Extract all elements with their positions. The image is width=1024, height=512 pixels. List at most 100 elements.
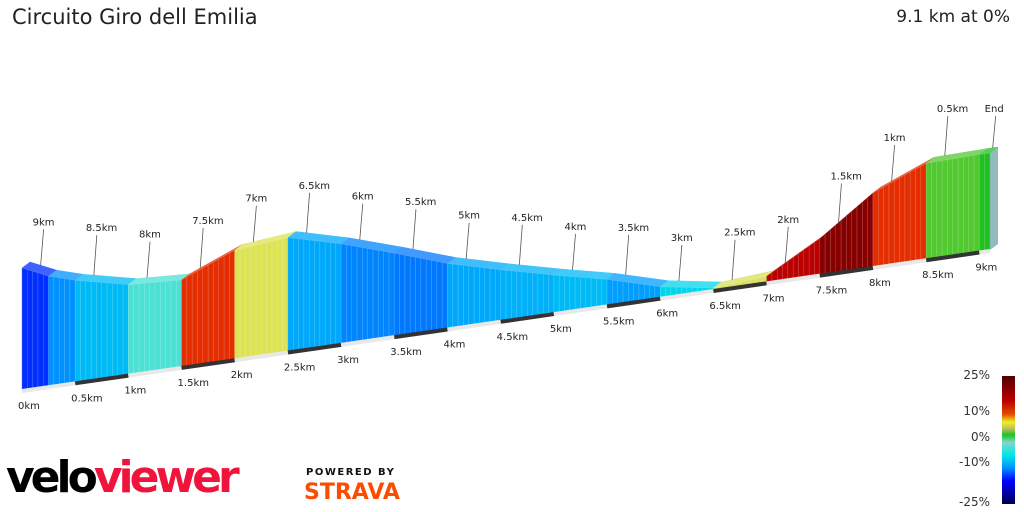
profile-front-segment [122,283,129,376]
profile-front-segment [968,155,975,254]
profile-front-segment [553,274,560,314]
profile-front-segment [824,229,831,275]
profile-front-segment [101,282,108,379]
front-distance-tick-label: 7km [763,293,785,304]
profile-front-segment [963,156,969,255]
profile-front-segment [500,269,507,322]
profile-end-face [990,147,998,250]
profile-front-segment [346,244,352,344]
profile-front-segment [590,277,597,308]
profile-front-segment [128,283,134,375]
profile-front-segment [394,252,400,337]
profile-front-segment [947,158,953,257]
profile-front-segment [835,219,842,273]
profile-front-segment [202,264,209,365]
profile-front-segment [979,153,985,252]
back-distance-tick-label: 8.5km [86,223,117,234]
profile-front-segment [32,270,39,389]
profile-front-segment [862,197,868,269]
route-summary: 9.1 km at 0% [896,7,1010,27]
profile-front-segment [399,253,406,336]
profile-front-segment [287,237,294,352]
profile-front-segment [580,277,586,310]
profile-front-segment [255,243,262,357]
profile-front-segment [941,159,948,258]
back-distance-tick-label: 5km [458,211,480,222]
distance-ruler-segment [21,381,76,393]
profile-front-segment [633,282,640,302]
legend-label-0: 0% [970,430,990,444]
profile-front-segment [96,281,102,380]
profile-front-segment [293,237,299,352]
back-tick-leader [678,244,683,281]
profile-front-segment [69,279,76,384]
profile-front-segment [894,177,900,265]
profile-front-segment [819,233,826,275]
profile-front-segment [798,249,805,278]
back-distance-tick-label: 7km [245,194,267,205]
profile-front-segment [473,266,480,325]
distance-ruler-segment [74,373,129,386]
profile-front-segment [543,273,549,315]
distance-ruler-segment [181,358,236,370]
profile-front-segment [181,276,188,368]
profile-front-segment [218,255,225,362]
back-tick-leader [412,209,417,250]
profile-front-segment [585,277,592,309]
profile-front-segment [27,269,33,390]
strava-logo: STRAVA [304,480,400,505]
legend-label-minus25: -25% [958,495,990,509]
back-distance-tick-label: 7.5km [192,216,223,227]
profile-front-segment [165,280,172,370]
back-tick-leader [838,183,842,224]
profile-front-segment [489,268,496,323]
profile-front-segment [452,263,459,328]
profile-front-segment [527,272,533,318]
front-distance-tick-label: 7.5km [816,286,847,297]
profile-front-segment [298,238,305,351]
distance-ruler-segment [447,319,501,332]
profile-front-segment [53,276,60,386]
profile-front-segment [335,242,342,345]
back-tick-leader [731,239,736,280]
distance-ruler-segment [234,350,289,363]
back-distance-tick-label: 6.5km [299,181,330,192]
distance-ruler-segment [819,265,874,278]
back-tick-leader [146,241,151,278]
back-tick-leader [518,224,523,265]
profile-front-segment [239,247,246,359]
profile-front-segment [176,279,182,368]
profile-front-segment [372,249,379,340]
profile-front-segment [245,246,251,358]
profile-front-segment [851,206,858,271]
back-distance-tick-label: 6km [352,192,374,203]
back-tick-leader [465,222,470,259]
profile-front-segment [505,270,512,321]
front-distance-tick-label: 5km [550,324,572,335]
back-distance-tick-label: 4.5km [511,213,542,224]
front-distance-tick-label: 6.5km [709,301,740,312]
profile-front-segment [803,245,810,278]
profile-front-segment [984,152,991,252]
legend-label-10: 10% [963,404,990,418]
profile-front-segment [899,174,906,264]
profile-front-segment [186,273,193,367]
profile-front-segment [213,258,219,363]
profile-front-segment [64,278,71,385]
profile-front-segment [511,270,517,320]
profile-front-segment [59,277,65,385]
profile-front-segment [569,276,576,312]
profile-front-segment [867,192,874,268]
profile-front-segment [106,282,113,378]
profile-front-segment [973,154,980,253]
profile-front-segment [548,274,555,315]
profile-front-segment [351,245,358,343]
profile-front-segment [537,273,544,316]
front-distance-tick-label: 6km [656,309,678,320]
profile-front-segment [915,165,922,262]
profile-front-segment [904,171,911,263]
profile-front-segment [872,189,879,268]
legend-label-25: 25% [963,368,990,382]
profile-front-segment [521,271,528,318]
